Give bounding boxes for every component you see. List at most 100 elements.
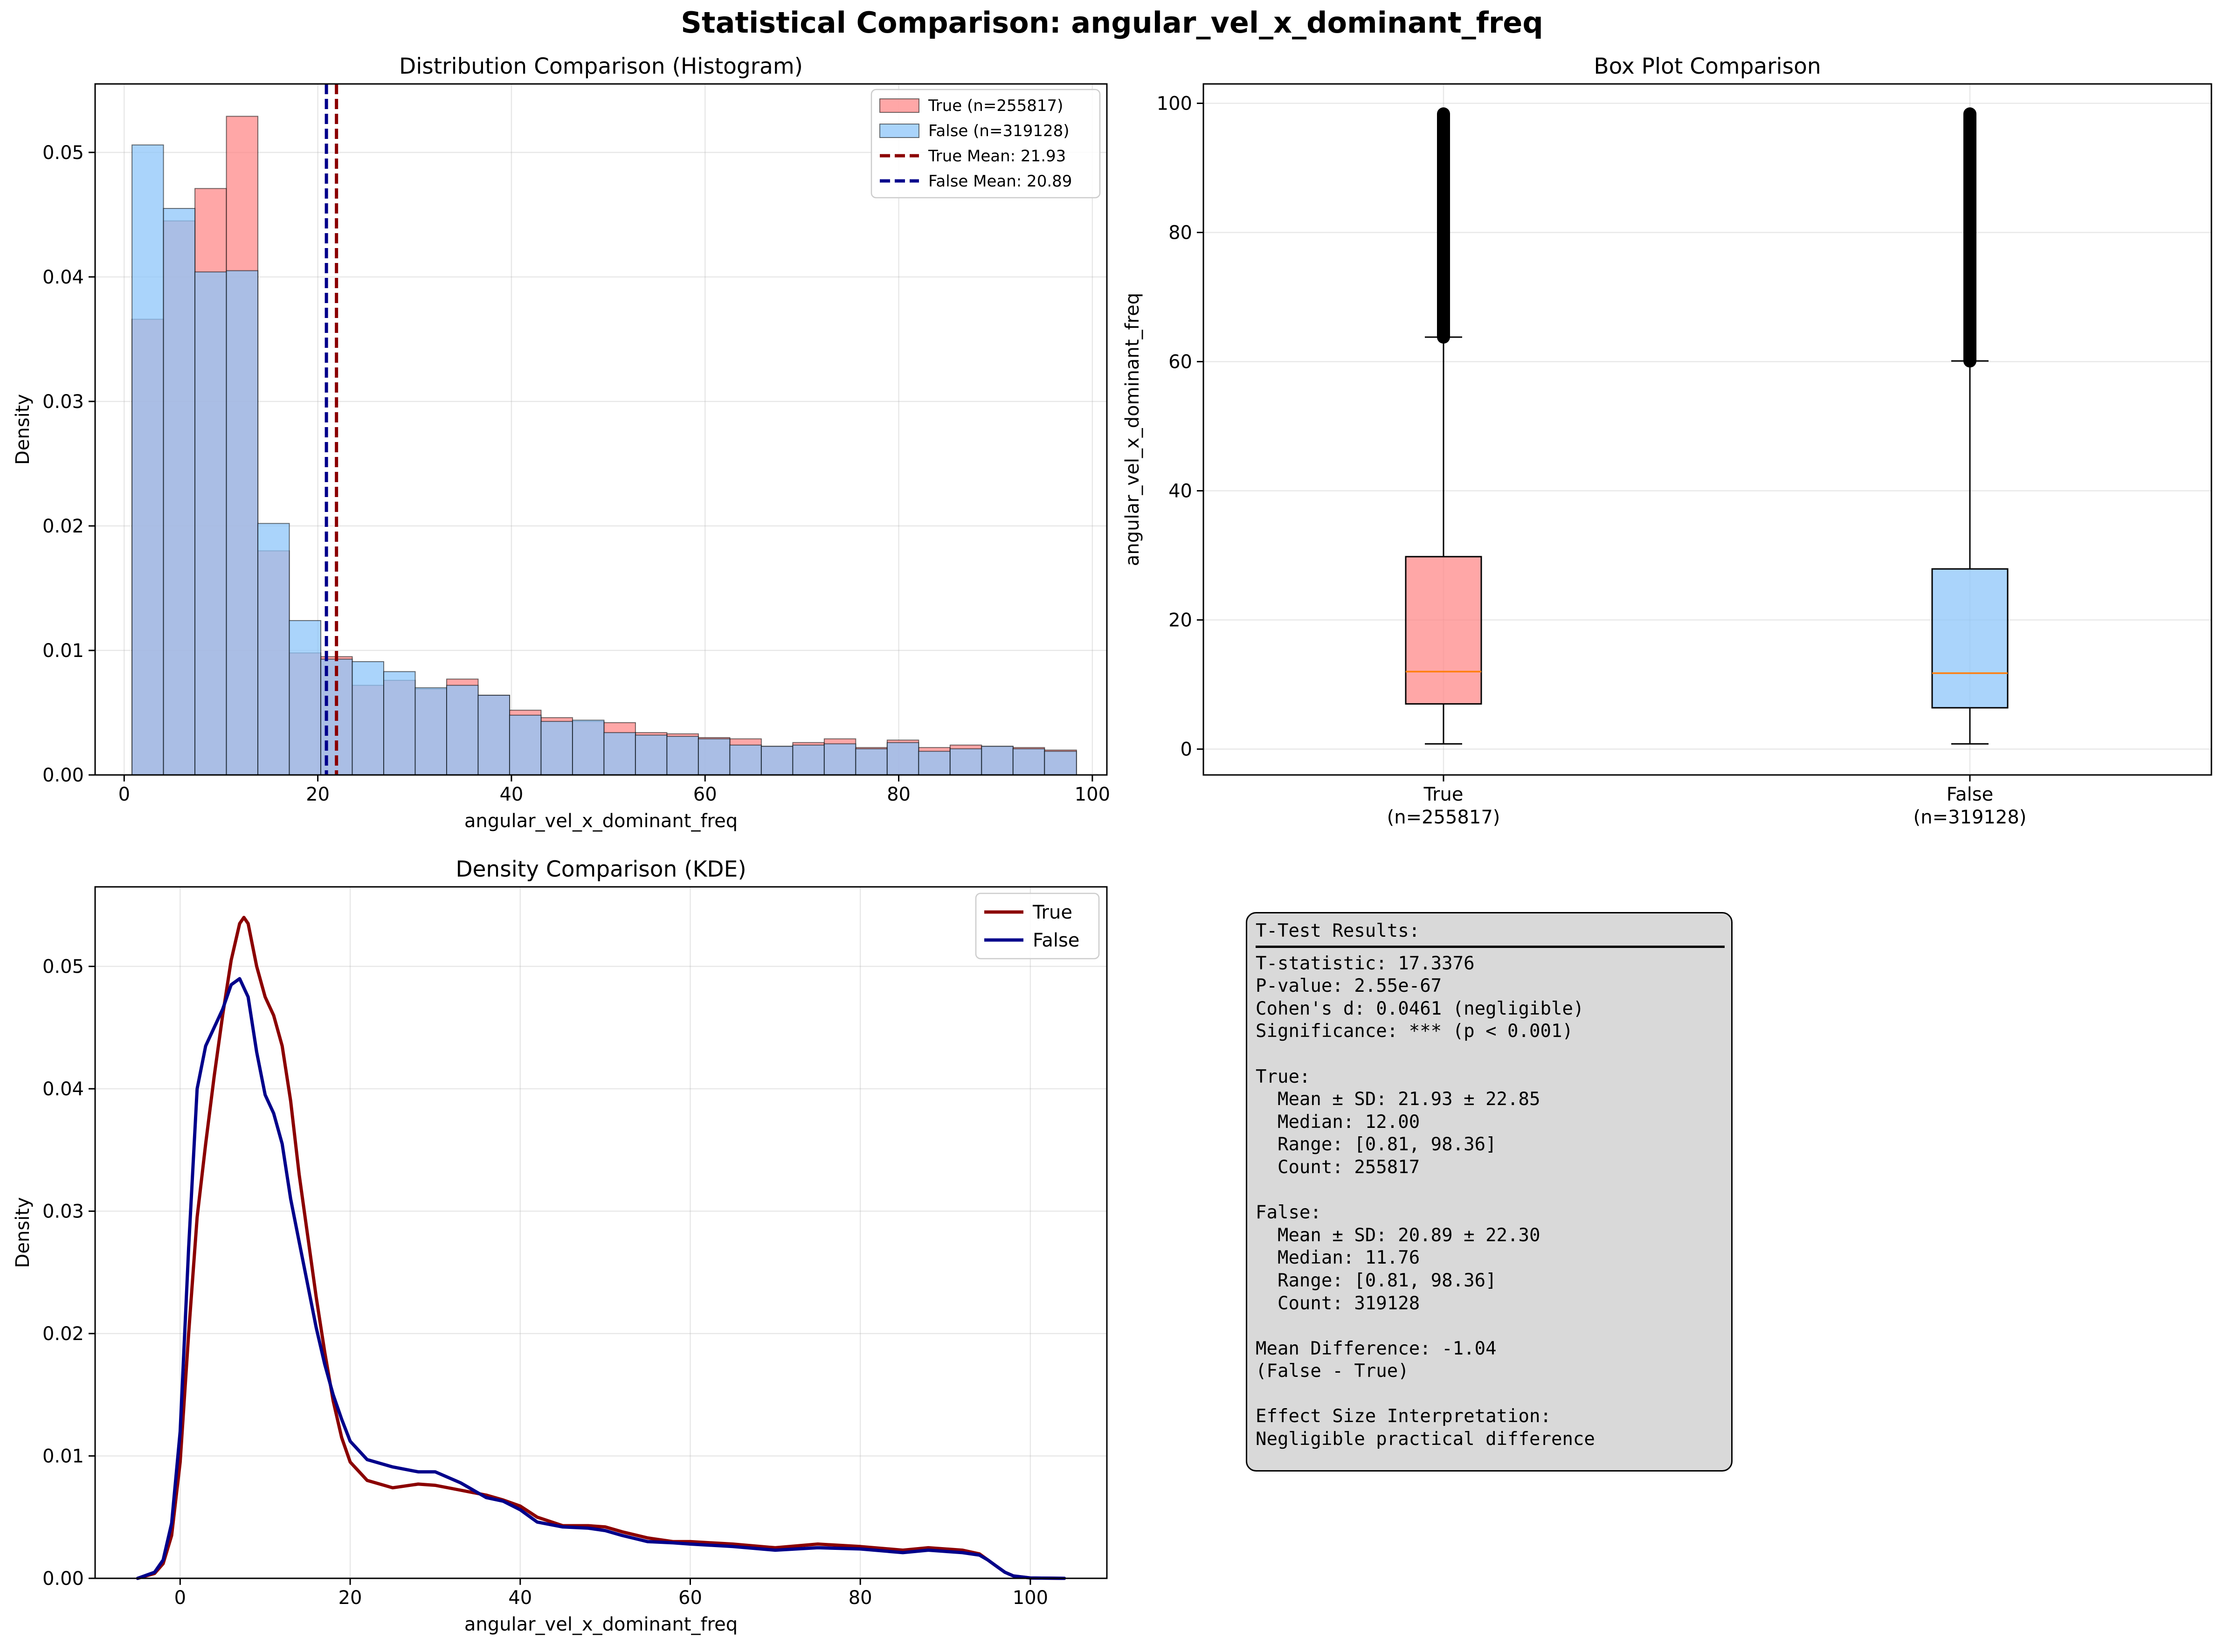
x-tick-label: 0 bbox=[174, 1587, 186, 1609]
y-tick-label: 0.04 bbox=[42, 267, 84, 288]
axes-frame bbox=[94, 83, 1108, 776]
box-false bbox=[1931, 107, 2009, 745]
y-tick-label: 0.01 bbox=[42, 640, 84, 662]
y-tick-label: 0.00 bbox=[42, 765, 84, 786]
x-tick-label: 60 bbox=[693, 784, 717, 805]
x-tick-label: 0 bbox=[118, 784, 130, 805]
y-tick-label: 0 bbox=[1181, 739, 1192, 760]
hist-bar-false bbox=[792, 744, 825, 776]
x-tick-label: 100 bbox=[1013, 1587, 1048, 1609]
stats-line: Count: 255817 bbox=[1256, 1156, 1420, 1178]
stats-line: Median: 11.76 bbox=[1256, 1247, 1420, 1269]
y-tick-label: 0.05 bbox=[42, 956, 84, 978]
stats-line: Mean ± SD: 20.89 ± 22.30 bbox=[1256, 1224, 1540, 1246]
legend-label: False Mean: 20.89 bbox=[928, 172, 1072, 191]
hist-bar-false bbox=[352, 661, 385, 775]
hist-bar-false bbox=[855, 748, 888, 775]
kde-legend: True False bbox=[975, 892, 1100, 960]
legend-label: True Mean: 21.93 bbox=[928, 147, 1066, 166]
histogram-panel: 0 20 40 60 80 100 0.00 0.01 0.02 0.03 0.04 0.05 Dist… bbox=[12, 54, 1110, 832]
y-tick-label: 0.02 bbox=[42, 516, 84, 537]
axes-frame bbox=[1202, 83, 2212, 776]
y-axis-label: angular_vel_x_dominant_freq bbox=[1122, 293, 1143, 566]
x-tick-label: True bbox=[1423, 784, 1464, 805]
stats-line: Mean ± SD: 21.93 ± 22.85 bbox=[1256, 1089, 1540, 1110]
hist-bar-false bbox=[540, 721, 573, 775]
legend-label: False bbox=[1033, 930, 1079, 951]
stats-line: Significance: *** (p < 0.001) bbox=[1256, 1021, 1573, 1042]
hist-bar-false bbox=[981, 746, 1014, 775]
x-tick-label-count: (n=319128) bbox=[1913, 807, 2027, 828]
y-tick-label: 0.05 bbox=[42, 142, 84, 164]
x-tick-label: 80 bbox=[849, 1587, 872, 1609]
stats-line: Mean Difference: -1.04 bbox=[1256, 1338, 1497, 1359]
hist-bar-false bbox=[635, 734, 668, 776]
legend-label: True (n=255817) bbox=[928, 97, 1063, 115]
hist-bar-false bbox=[918, 751, 951, 776]
axes-title: Box Plot Comparison bbox=[1594, 54, 1821, 79]
x-tick-label: 40 bbox=[508, 1587, 532, 1609]
legend-swatch-true bbox=[879, 98, 919, 113]
kde-panel: 0 20 40 60 80 100 0.00 0.01 0.02 0.03 0.04 0.05 Dens… bbox=[12, 857, 1108, 1635]
hist-bar-false bbox=[1044, 751, 1077, 776]
x-tick-label: 20 bbox=[306, 784, 330, 805]
y-tick-label: 0.03 bbox=[42, 1201, 84, 1223]
hist-bar-false bbox=[131, 144, 164, 775]
stats-line bbox=[1256, 1043, 1731, 1066]
hist-bar-false bbox=[572, 719, 605, 775]
axes-frame bbox=[94, 886, 1108, 1579]
stats-line: Negligible practical difference bbox=[1256, 1429, 1595, 1450]
hist-bar-false bbox=[666, 736, 699, 776]
hist-bar-false bbox=[226, 270, 259, 775]
stats-divider bbox=[1256, 945, 1725, 948]
stats-line: Effect Size Interpretation: bbox=[1256, 1406, 1551, 1427]
hist-bar-false bbox=[603, 732, 636, 776]
y-tick-label: 0.01 bbox=[42, 1446, 84, 1467]
hist-bar-false bbox=[949, 748, 982, 775]
axes-title: Distribution Comparison (Histogram) bbox=[399, 54, 803, 79]
box-iqr bbox=[1931, 568, 2009, 709]
stats-line: False: bbox=[1256, 1202, 1321, 1223]
hist-bar-false bbox=[383, 671, 416, 775]
box-iqr bbox=[1405, 556, 1482, 705]
x-tick-label: 40 bbox=[499, 784, 523, 805]
boxplot-panel: 0 20 40 60 80 100 True(n=255817) False(n=319128… bbox=[1122, 54, 2212, 828]
hist-bar-false bbox=[289, 620, 322, 775]
box-true bbox=[1405, 107, 1482, 745]
y-axis-label: Density bbox=[12, 394, 34, 465]
figure-title: Statistical Comparison: angular_vel_x_do… bbox=[681, 6, 1543, 40]
hist-bar-false bbox=[163, 208, 196, 776]
legend-swatch-false bbox=[879, 124, 919, 138]
hist-bar-false bbox=[477, 695, 510, 775]
hist-bar-false bbox=[823, 743, 856, 776]
kde-line-false bbox=[136, 977, 1066, 1580]
stats-line: Range: [0.81, 98.36] bbox=[1256, 1134, 1497, 1155]
x-tick-label-count: (n=255817) bbox=[1387, 807, 1500, 828]
stats-line: P-value: 2.55e-67 bbox=[1256, 975, 1442, 997]
y-tick-label: 0.00 bbox=[42, 1568, 84, 1590]
hist-bar-false bbox=[414, 687, 447, 775]
axes-title: Density Comparison (KDE) bbox=[456, 857, 746, 882]
hist-bar-false bbox=[257, 523, 290, 775]
hist-bar-false bbox=[886, 742, 919, 776]
y-tick-label: 0.03 bbox=[42, 391, 84, 413]
y-tick-label: 60 bbox=[1168, 352, 1192, 373]
hist-bar-false bbox=[194, 271, 227, 775]
hist-bar-false bbox=[1012, 748, 1045, 775]
hist-bar-false bbox=[760, 746, 794, 775]
kde-line-true bbox=[136, 916, 1066, 1580]
x-tick-label: 20 bbox=[338, 1587, 362, 1609]
legend-frame bbox=[870, 89, 1101, 199]
stats-line bbox=[1256, 1315, 1731, 1338]
legend-frame bbox=[975, 892, 1100, 960]
stats-line bbox=[1256, 1179, 1731, 1202]
stats-line: Cohen's d: 0.0461 (negligible) bbox=[1256, 998, 1584, 1019]
hist-bar-false bbox=[509, 714, 542, 775]
y-tick-label: 100 bbox=[1157, 93, 1192, 115]
stats-line: Range: [0.81, 98.36] bbox=[1256, 1270, 1497, 1291]
stats-line: Median: 12.00 bbox=[1256, 1111, 1420, 1133]
y-axis-label: Density bbox=[12, 1197, 34, 1268]
x-axis-label: angular_vel_x_dominant_freq bbox=[464, 810, 738, 832]
y-tick-label: 20 bbox=[1168, 610, 1192, 631]
